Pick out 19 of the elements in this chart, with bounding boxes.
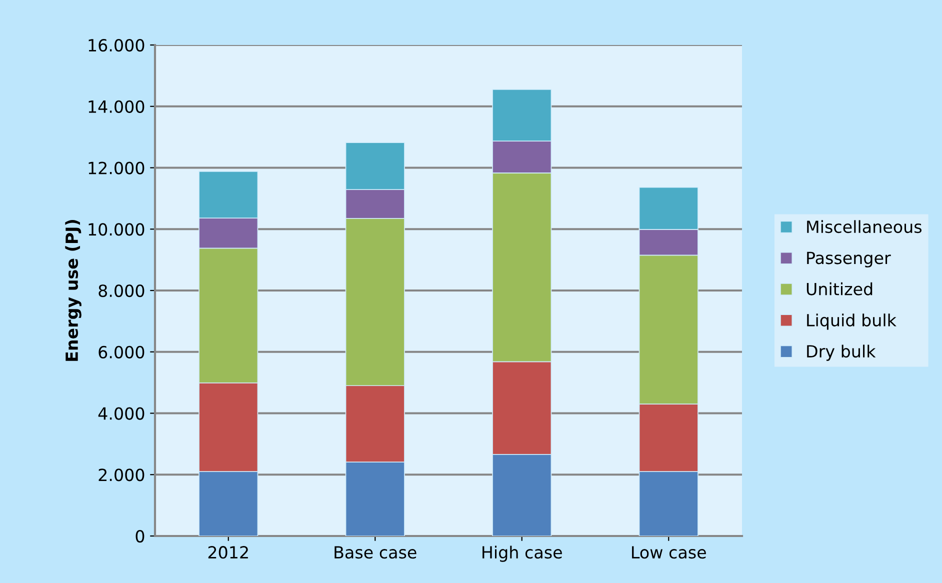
- legend-label: Passenger: [807, 252, 891, 268]
- legend-label: Dry bulk: [807, 344, 876, 361]
- y-axis-title: Energy use (PJ): [65, 220, 82, 361]
- y-tick-label: 0: [136, 530, 144, 543]
- y-tick-label: 4.000: [98, 407, 144, 420]
- y-tick-label: 16.000: [88, 38, 144, 52]
- legend-label: Unitized: [806, 282, 872, 296]
- legend-label: Liquid bulk: [807, 314, 896, 330]
- x-tick-label: Low case: [632, 546, 706, 559]
- x-tick-label: High case: [482, 546, 562, 562]
- y-tick-label: 2.000: [98, 468, 144, 482]
- legend-label: Miscellaneous: [807, 220, 922, 234]
- y-tick-label: 8.000: [98, 284, 144, 298]
- y-tick-label: 12.000: [88, 162, 144, 174]
- y-tick-label: 14.000: [88, 100, 144, 113]
- x-tick-label: 2012: [208, 546, 248, 559]
- x-tick-label: Base case: [334, 546, 416, 559]
- y-tick-label: 6.000: [98, 346, 144, 358]
- y-tick-label: 10.000: [88, 223, 144, 236]
